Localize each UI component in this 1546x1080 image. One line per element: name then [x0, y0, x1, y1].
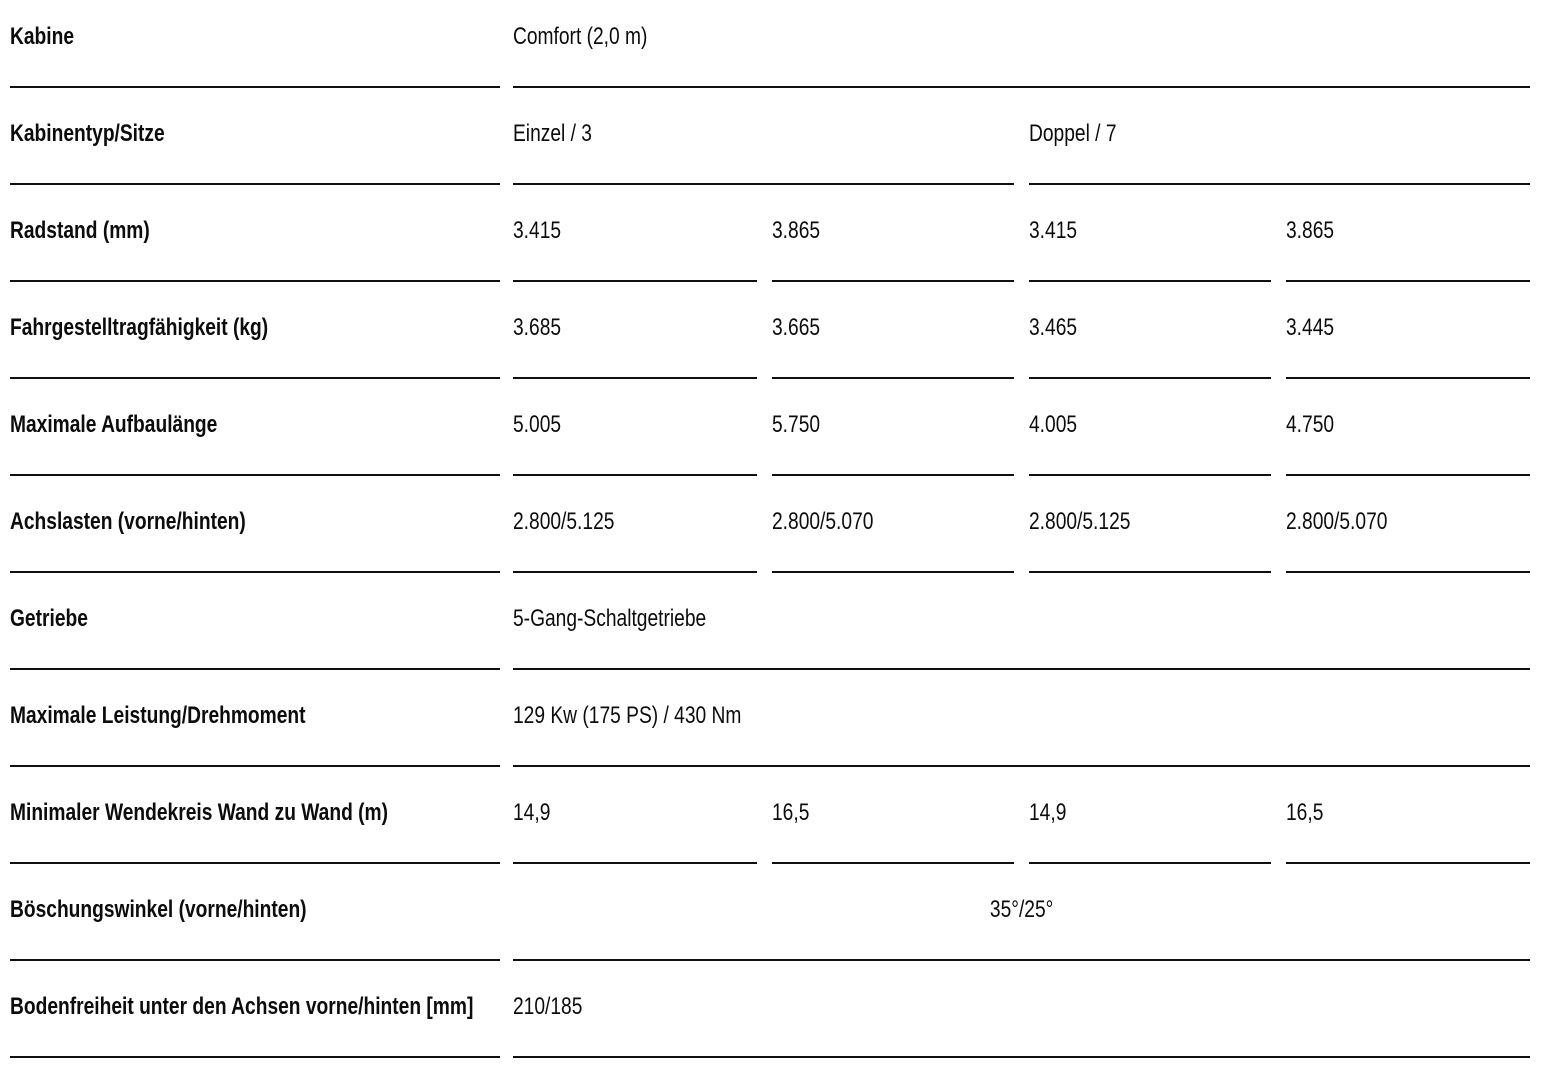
value-text: 3.865 [772, 217, 821, 244]
row-label-achslasten: Achslasten (vorne/hinten) [10, 485, 500, 573]
row-label-text: Kabinentyp/Sitze [10, 120, 165, 147]
table-row-bodenfreiheit: Bodenfreiheit unter den Achsen vorne/hin… [10, 970, 1530, 1058]
value-text: 2.800/5.125 [1029, 508, 1131, 535]
value-cell-kabine: Comfort (2,0 m) [513, 0, 1530, 88]
row-label-text: Radstand (mm) [10, 217, 150, 244]
value-cell: 3.465 [1029, 291, 1271, 379]
row-label-text: Getriebe [10, 605, 88, 632]
value-text: Doppel / 7 [1029, 120, 1117, 147]
value-text: 3.685 [513, 314, 562, 341]
value-cell: 3.445 [1286, 291, 1530, 379]
value-cell: 4.750 [1286, 388, 1530, 476]
table-row-radstand: Radstand (mm) 3.415 3.865 3.415 3.865 [10, 194, 1530, 282]
value-cell: 3.865 [1286, 194, 1530, 282]
value-cell: 3.415 [513, 194, 757, 282]
value-cell-boeschungswinkel: 35°/25° [513, 873, 1530, 961]
value-text: 35°/25° [989, 896, 1054, 923]
table-row-kabine: Kabine Comfort (2,0 m) [10, 0, 1530, 88]
row-label-text: Minimaler Wendekreis Wand zu Wand (m) [10, 799, 388, 826]
value-text: 3.445 [1286, 314, 1335, 341]
table-row-leistung: Maximale Leistung/Drehmoment 129 Kw (175… [10, 679, 1530, 767]
row-label-text: Bodenfreiheit unter den Achsen vorne/hin… [10, 993, 474, 1020]
value-cell: 2.800/5.070 [772, 485, 1014, 573]
value-text: 4.005 [1029, 411, 1078, 438]
table-row-getriebe: Getriebe 5-Gang-Schaltgetriebe [10, 582, 1530, 670]
value-cell-einzel: Einzel / 3 [513, 97, 1014, 185]
value-cell-leistung: 129 Kw (175 PS) / 430 Nm [513, 679, 1530, 767]
value-text: 5-Gang-Schaltgetriebe [513, 605, 707, 632]
value-cell: 4.005 [1029, 388, 1271, 476]
value-cell: 3.665 [772, 291, 1014, 379]
row-label-fahrgestelltragfaehigkeit: Fahrgestelltragfähigkeit (kg) [10, 291, 500, 379]
table-row-wendekreis: Minimaler Wendekreis Wand zu Wand (m) 14… [10, 776, 1530, 864]
value-text: 4.750 [1286, 411, 1335, 438]
row-label-getriebe: Getriebe [10, 582, 500, 670]
value-cell: 2.800/5.125 [1029, 485, 1271, 573]
table-row-kabinentyp: Kabinentyp/Sitze Einzel / 3 Doppel / 7 [10, 97, 1530, 185]
row-label-text: Maximale Leistung/Drehmoment [10, 702, 306, 729]
spec-table: Kabine Comfort (2,0 m) Kabinentyp/Sitze … [10, 0, 1530, 1058]
value-text: 2.800/5.070 [1286, 508, 1388, 535]
row-label-radstand: Radstand (mm) [10, 194, 500, 282]
value-cell: 5.005 [513, 388, 757, 476]
value-text: 14,9 [1029, 799, 1067, 826]
value-cell: 2.800/5.070 [1286, 485, 1530, 573]
value-text: 3.865 [1286, 217, 1335, 244]
value-cell-getriebe: 5-Gang-Schaltgetriebe [513, 582, 1530, 670]
table-row-boeschungswinkel: Böschungswinkel (vorne/hinten) 35°/25° [10, 873, 1530, 961]
row-label-text: Achslasten (vorne/hinten) [10, 508, 246, 535]
table-row-aufbaulaenge: Maximale Aufbaulänge 5.005 5.750 4.005 4… [10, 388, 1530, 476]
value-text: 5.750 [772, 411, 821, 438]
value-text: 3.415 [513, 217, 562, 244]
value-text: Comfort (2,0 m) [513, 23, 648, 50]
row-label-wendekreis: Minimaler Wendekreis Wand zu Wand (m) [10, 776, 500, 864]
value-cell: 3.415 [1029, 194, 1271, 282]
value-text: 210/185 [513, 993, 583, 1020]
value-cell: 3.865 [772, 194, 1014, 282]
row-label-aufbaulaenge: Maximale Aufbaulänge [10, 388, 500, 476]
value-cell-bodenfreiheit: 210/185 [513, 970, 1530, 1058]
row-label-bodenfreiheit: Bodenfreiheit unter den Achsen vorne/hin… [10, 970, 500, 1058]
row-label-kabine: Kabine [10, 0, 500, 88]
value-cell: 14,9 [513, 776, 757, 864]
row-label-text: Kabine [10, 23, 75, 50]
row-label-text: Böschungswinkel (vorne/hinten) [10, 896, 307, 923]
value-cell-doppel: Doppel / 7 [1029, 97, 1530, 185]
value-text: 16,5 [1286, 799, 1324, 826]
value-text: 16,5 [772, 799, 810, 826]
value-cell: 2.800/5.125 [513, 485, 757, 573]
table-row-achslasten: Achslasten (vorne/hinten) 2.800/5.125 2.… [10, 485, 1530, 573]
value-text: Einzel / 3 [513, 120, 592, 147]
row-label-leistung: Maximale Leistung/Drehmoment [10, 679, 500, 767]
value-cell: 14,9 [1029, 776, 1271, 864]
value-text: 2.800/5.125 [513, 508, 615, 535]
row-label-boeschungswinkel: Böschungswinkel (vorne/hinten) [10, 873, 500, 961]
value-text: 3.415 [1029, 217, 1078, 244]
table-row-fahrgestelltragfaehigkeit: Fahrgestelltragfähigkeit (kg) 3.685 3.66… [10, 291, 1530, 379]
value-text: 129 Kw (175 PS) / 430 Nm [513, 702, 742, 729]
row-label-kabinentyp: Kabinentyp/Sitze [10, 97, 500, 185]
value-cell: 16,5 [772, 776, 1014, 864]
value-text: 2.800/5.070 [772, 508, 874, 535]
value-cell: 5.750 [772, 388, 1014, 476]
value-text: 3.465 [1029, 314, 1078, 341]
row-label-text: Fahrgestelltragfähigkeit (kg) [10, 314, 269, 341]
value-text: 3.665 [772, 314, 821, 341]
row-label-text: Maximale Aufbaulänge [10, 411, 218, 438]
value-cell: 3.685 [513, 291, 757, 379]
value-text: 14,9 [513, 799, 551, 826]
value-text: 5.005 [513, 411, 562, 438]
value-cell: 16,5 [1286, 776, 1530, 864]
